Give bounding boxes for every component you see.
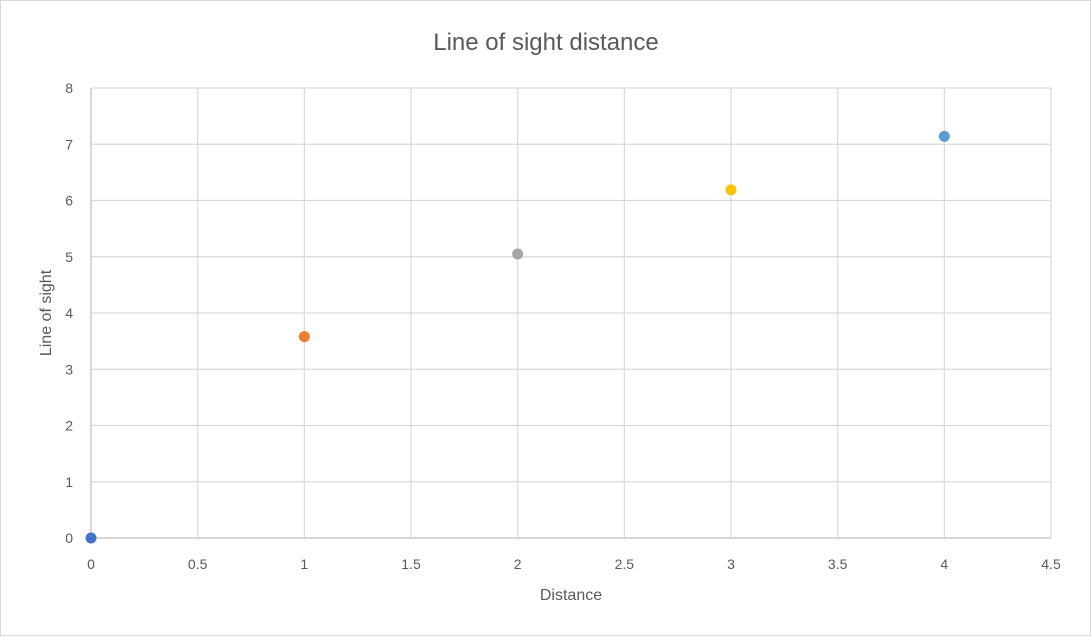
x-tick-label: 2.5 [615, 556, 635, 572]
x-tick-label: 2 [514, 556, 522, 572]
x-tick-label: 0.5 [188, 556, 208, 572]
x-tick-label: 1 [300, 556, 308, 572]
data-point [298, 331, 310, 343]
data-point [85, 532, 97, 544]
x-tick-label: 3 [727, 556, 735, 572]
x-axis-title: Distance [540, 587, 602, 604]
gridlines [91, 87, 1052, 538]
tick-labels: 0 1 2 3 4 5 6 7 8 0 0.5 1 1.5 2 2.5 3 3.5 4 4.5 [65, 80, 1061, 572]
x-tick-label: 1.5 [401, 556, 421, 572]
data-points [85, 130, 950, 544]
data-point [938, 130, 950, 142]
y-tick-label: 2 [65, 418, 73, 434]
y-tick-label: 8 [65, 80, 73, 96]
y-tick-label: 1 [65, 474, 73, 490]
data-point [725, 184, 737, 196]
x-tick-label: 0 [87, 556, 95, 572]
data-point [512, 248, 524, 260]
axes [90, 88, 1051, 539]
y-tick-label: 3 [65, 361, 73, 377]
y-axis-title: Line of sight [38, 269, 55, 356]
x-tick-label: 4 [940, 556, 948, 572]
chart-title: Line of sight distance [433, 29, 658, 56]
x-tick-label: 4.5 [1041, 556, 1061, 572]
y-tick-label: 0 [65, 530, 73, 546]
y-tick-label: 7 [65, 136, 73, 152]
y-tick-label: 6 [65, 193, 73, 209]
y-tick-label: 4 [65, 305, 73, 321]
y-tick-label: 5 [65, 249, 73, 265]
x-tick-label: 3.5 [828, 556, 848, 572]
